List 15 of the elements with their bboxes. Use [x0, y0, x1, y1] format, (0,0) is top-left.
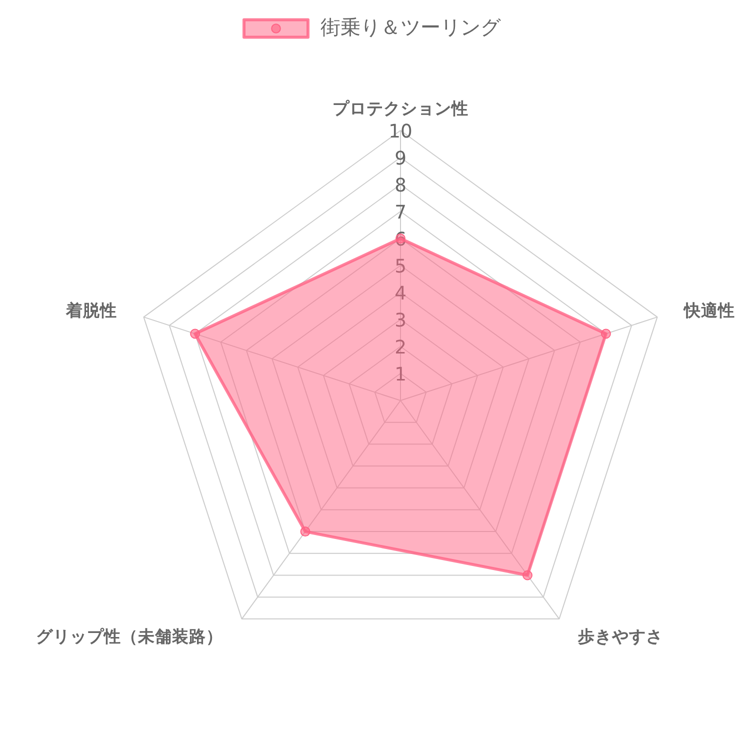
- spoke-label: 快適性: [683, 300, 736, 320]
- y-tick-label: 7: [394, 202, 406, 224]
- y-tick-label: 4: [394, 284, 406, 304]
- legend-label: 街乗り＆ツーリング: [320, 14, 500, 41]
- y-tick-label: 3: [394, 310, 406, 332]
- spoke-label: 歩きやすさ: [577, 627, 664, 646]
- y-tick-label: 9: [394, 148, 406, 170]
- spoke-label: プロテクション性: [332, 99, 468, 118]
- y-tick-label: 10: [388, 122, 412, 142]
- y-tick-label: 5: [394, 256, 406, 278]
- spoke-label: 着脱性: [64, 300, 117, 320]
- y-tick-label: 8: [394, 176, 406, 196]
- y-tick-label: 1: [394, 364, 406, 386]
- y-tick-label: 2: [394, 338, 406, 358]
- spoke-label: グリップ性（未舗装路）: [36, 627, 223, 646]
